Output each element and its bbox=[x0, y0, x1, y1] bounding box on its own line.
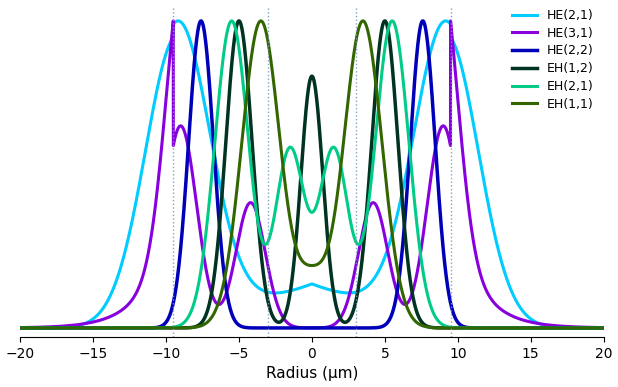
EH(2,1) bbox=[227, 19, 235, 23]
EH(1,2) bbox=[362, 222, 369, 227]
HE(3,1) bbox=[600, 325, 607, 330]
EH(1,1) bbox=[387, 222, 395, 227]
EH(1,2) bbox=[387, 50, 395, 55]
HE(2,1) bbox=[362, 285, 369, 290]
EH(2,1) bbox=[46, 325, 53, 330]
EH(2,1) bbox=[480, 325, 488, 330]
HE(2,1) bbox=[600, 325, 607, 330]
HE(2,1) bbox=[174, 19, 182, 23]
EH(1,1) bbox=[362, 21, 369, 26]
HE(2,2) bbox=[228, 310, 235, 315]
Line: EH(2,1): EH(2,1) bbox=[20, 21, 604, 328]
EH(2,1) bbox=[17, 325, 24, 330]
HE(2,2) bbox=[362, 325, 369, 330]
HE(2,2) bbox=[449, 309, 457, 314]
EH(1,1) bbox=[257, 19, 265, 23]
EH(1,2) bbox=[480, 325, 488, 330]
HE(2,1) bbox=[387, 236, 395, 241]
HE(3,1) bbox=[387, 265, 395, 270]
HE(3,1) bbox=[447, 19, 454, 23]
HE(2,1) bbox=[480, 179, 488, 184]
Legend: HE(2,1), HE(3,1), HE(2,2), EH(1,2), EH(2,1), EH(1,1): HE(2,1), HE(3,1), HE(2,2), EH(1,2), EH(2… bbox=[508, 5, 598, 115]
HE(3,1) bbox=[46, 325, 53, 329]
EH(2,1) bbox=[387, 19, 395, 24]
EH(2,1) bbox=[449, 325, 457, 330]
Line: HE(2,1): HE(2,1) bbox=[20, 21, 604, 328]
HE(2,2) bbox=[17, 325, 24, 330]
EH(1,2) bbox=[46, 325, 53, 330]
HE(2,2) bbox=[387, 314, 395, 319]
EH(2,1) bbox=[362, 222, 369, 226]
HE(2,1) bbox=[17, 325, 24, 330]
HE(3,1) bbox=[362, 217, 369, 221]
EH(1,1) bbox=[46, 325, 53, 330]
HE(2,1) bbox=[46, 325, 53, 330]
EH(1,2) bbox=[600, 325, 607, 330]
HE(3,1) bbox=[449, 43, 457, 47]
EH(1,1) bbox=[449, 325, 457, 330]
EH(1,2) bbox=[235, 19, 243, 23]
Line: EH(1,1): EH(1,1) bbox=[20, 21, 604, 328]
Line: HE(3,1): HE(3,1) bbox=[20, 21, 604, 328]
EH(1,1) bbox=[227, 234, 235, 238]
EH(1,2) bbox=[17, 325, 24, 330]
HE(2,2) bbox=[480, 325, 488, 330]
HE(2,2) bbox=[600, 325, 607, 330]
X-axis label: Radius (μm): Radius (μm) bbox=[266, 366, 358, 382]
HE(2,1) bbox=[228, 231, 235, 236]
EH(1,2) bbox=[449, 325, 457, 330]
EH(2,1) bbox=[228, 19, 235, 23]
EH(1,1) bbox=[480, 325, 488, 330]
HE(3,1) bbox=[17, 325, 24, 330]
Line: HE(2,2): HE(2,2) bbox=[20, 21, 604, 328]
HE(3,1) bbox=[308, 325, 316, 330]
EH(1,2) bbox=[227, 65, 235, 70]
HE(2,1) bbox=[449, 39, 457, 43]
HE(3,1) bbox=[227, 272, 235, 276]
HE(3,1) bbox=[480, 283, 488, 288]
Line: EH(1,2): EH(1,2) bbox=[20, 21, 604, 328]
HE(2,2) bbox=[46, 325, 53, 330]
EH(1,1) bbox=[17, 325, 24, 330]
HE(2,2) bbox=[197, 19, 205, 23]
EH(1,1) bbox=[600, 325, 607, 330]
EH(2,1) bbox=[600, 325, 607, 330]
